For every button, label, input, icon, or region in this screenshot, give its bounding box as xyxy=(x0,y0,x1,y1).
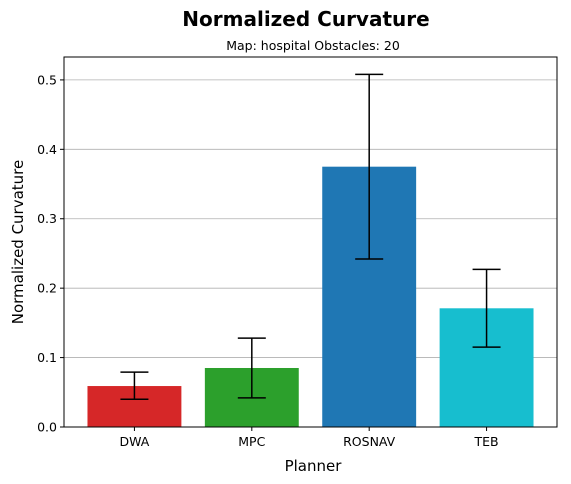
x-axis-ticks: DWA MPC ROSNAV TEB xyxy=(119,427,499,449)
error-bars xyxy=(120,73,501,400)
x-axis-label: Planner xyxy=(285,457,343,475)
y-tick-label: 0.2 xyxy=(37,281,57,296)
chart-title: Normalized Curvature xyxy=(182,7,429,31)
x-tick-label: DWA xyxy=(119,434,149,449)
chart-subtitle: Map: hospital Obstacles: 20 xyxy=(226,38,400,53)
y-tick-label: 0.4 xyxy=(37,142,57,157)
y-tick-label: 0.0 xyxy=(37,420,57,435)
y-tick-label: 0.1 xyxy=(37,350,57,365)
bars xyxy=(87,166,534,428)
plot-area-frame xyxy=(63,56,558,428)
y-tick-label: 0.5 xyxy=(37,72,57,87)
y-axis-ticks: 0.0 0.1 0.2 0.3 0.4 0.5 xyxy=(37,72,64,435)
y-axis-label: Normalized Curvature xyxy=(9,160,27,325)
x-tick-label: MPC xyxy=(238,434,265,449)
x-tick-label: TEB xyxy=(474,434,499,449)
y-tick-label: 0.3 xyxy=(37,211,57,226)
x-tick-label: ROSNAV xyxy=(343,434,396,449)
